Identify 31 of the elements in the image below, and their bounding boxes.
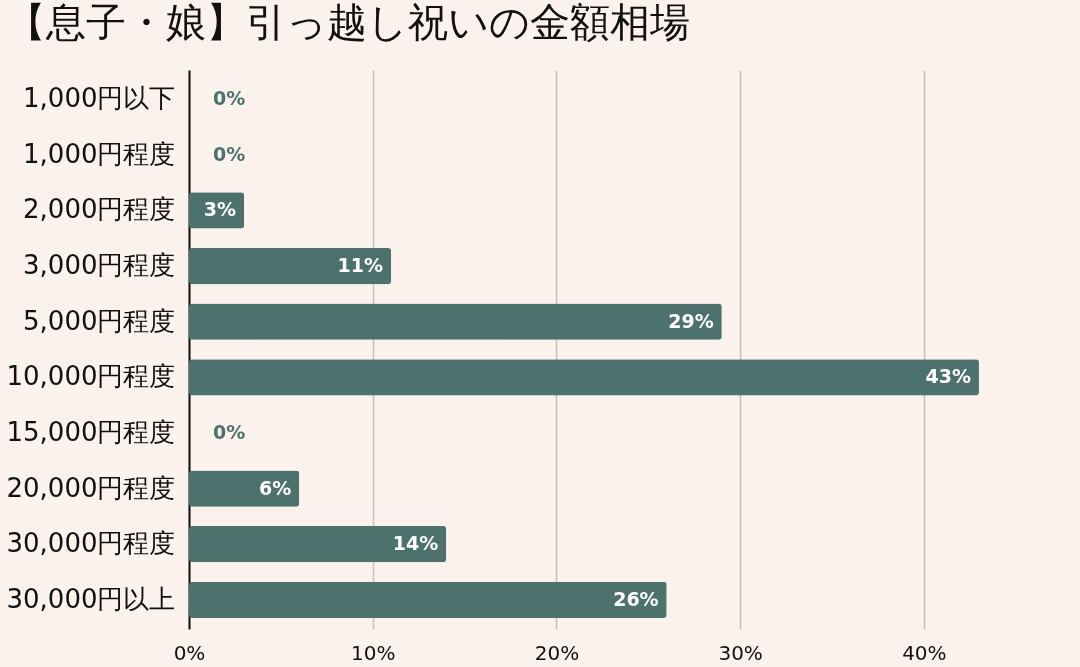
y-tick-label: 15,000円程度 bbox=[6, 416, 176, 447]
y-tick-label: 5,000円程度 bbox=[23, 305, 176, 336]
bar bbox=[189, 359, 979, 396]
data-label: 6% bbox=[258, 476, 292, 499]
y-tick-label: 2,000円程度 bbox=[23, 194, 176, 225]
bar bbox=[189, 526, 447, 563]
y-tick-label: 1,000円以下 bbox=[23, 83, 176, 114]
x-tick-label: 10% bbox=[350, 640, 396, 665]
data-label: 43% bbox=[925, 365, 971, 388]
y-tick-label: 1,000円程度 bbox=[23, 138, 176, 169]
x-tick-label: 0% bbox=[173, 640, 206, 665]
bar bbox=[189, 247, 392, 285]
data-label: 29% bbox=[668, 309, 714, 332]
y-tick-label: 30,000円程度 bbox=[6, 528, 176, 559]
data-label: 0% bbox=[213, 142, 246, 165]
y-tick-label: 3,000円程度 bbox=[23, 250, 176, 281]
data-label: 26% bbox=[613, 587, 659, 610]
x-tick-label: 30% bbox=[718, 640, 763, 665]
bar bbox=[189, 303, 722, 340]
y-tick-label: 10,000円程度 bbox=[6, 361, 176, 392]
bar bbox=[189, 581, 667, 618]
data-label: 0% bbox=[213, 87, 246, 110]
y-tick-label: 30,000円以上 bbox=[6, 583, 176, 614]
data-label: 0% bbox=[213, 420, 246, 443]
data-label: 11% bbox=[337, 254, 384, 277]
y-tick-label: 20,000円程度 bbox=[6, 472, 176, 503]
data-label: 3% bbox=[203, 198, 237, 221]
x-tick-label: 40% bbox=[902, 640, 947, 665]
chart-title: 【息子・娘】引っ越し祝いの金額相場 bbox=[6, 0, 691, 45]
data-label: 14% bbox=[392, 532, 439, 555]
x-tick-label: 20% bbox=[534, 640, 580, 665]
